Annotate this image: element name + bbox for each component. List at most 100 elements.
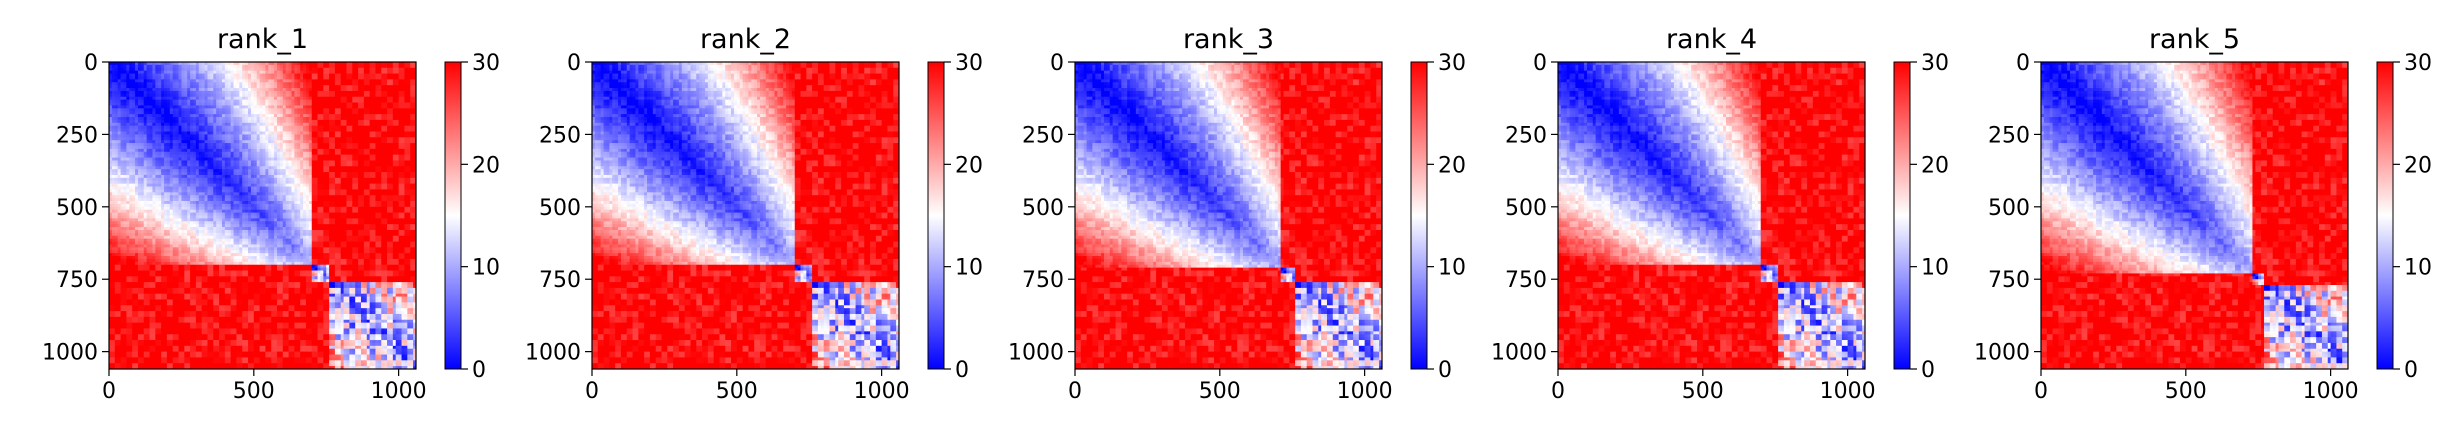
heatmap-cell <box>118 65 121 68</box>
heatmap-cell <box>248 123 251 126</box>
heatmap-cell <box>187 71 190 74</box>
heatmap-cell <box>184 68 187 71</box>
heatmap-cell <box>118 85 121 88</box>
heatmap-cell <box>190 137 193 140</box>
heatmap-cell <box>129 103 132 106</box>
heatmap-cell <box>315 149 318 152</box>
heatmap-cell <box>291 146 294 149</box>
heatmap-cell <box>344 143 347 146</box>
heatmap-cell <box>155 117 158 120</box>
heatmap-cell <box>361 88 364 91</box>
heatmap-cell <box>268 105 271 108</box>
heatmap-cell <box>248 88 251 91</box>
heatmap-cell <box>341 120 344 123</box>
heatmap-cell <box>367 132 370 135</box>
heatmap-cell <box>115 140 118 143</box>
heatmap-cell <box>173 65 176 68</box>
heatmap-cell <box>352 149 355 152</box>
heatmap-cell <box>346 71 349 74</box>
heatmap-cell <box>358 100 361 103</box>
heatmap-cell <box>407 123 410 126</box>
heatmap-cell <box>181 152 184 155</box>
heatmap-cell <box>184 111 187 114</box>
heatmap-cell <box>361 143 364 146</box>
heatmap-cell <box>179 143 182 146</box>
heatmap-cell <box>300 134 303 137</box>
heatmap-cell <box>123 68 126 71</box>
heatmap-cell <box>179 114 182 117</box>
heatmap-cell <box>129 65 132 68</box>
heatmap-cell <box>341 123 344 126</box>
heatmap-cell <box>410 140 413 143</box>
heatmap-cell <box>410 137 413 140</box>
heatmap-cell <box>358 126 361 129</box>
heatmap-cell <box>234 146 237 149</box>
heatmap-cell <box>144 129 147 132</box>
heatmap-cell <box>260 143 263 146</box>
heatmap-cell <box>320 149 323 152</box>
heatmap-cell <box>257 82 260 85</box>
heatmap-cell <box>329 111 332 114</box>
heatmap-cell <box>228 140 231 143</box>
heatmap-cell <box>219 114 222 117</box>
heatmap-cell <box>228 126 231 129</box>
heatmap-cell <box>390 149 393 152</box>
heatmap-cell <box>236 140 239 143</box>
heatmap-cell <box>263 103 266 106</box>
heatmap-cell <box>260 74 263 77</box>
heatmap-cell <box>280 82 283 85</box>
heatmap-cell <box>338 85 341 88</box>
heatmap-cell <box>352 140 355 143</box>
heatmap-cell <box>390 97 393 100</box>
heatmap-cell <box>155 137 158 140</box>
heatmap-cell <box>219 111 222 114</box>
heatmap-cell <box>219 129 222 132</box>
heatmap-cell <box>286 126 289 129</box>
heatmap-cell <box>234 129 237 132</box>
heatmap-cell <box>121 149 124 152</box>
heatmap-cell <box>213 108 216 111</box>
heatmap-cell <box>257 76 260 79</box>
heatmap-cell <box>144 97 147 100</box>
heatmap-cell <box>196 71 199 74</box>
heatmap-cell <box>144 74 147 77</box>
heatmap-cell <box>361 114 364 117</box>
heatmap-cell <box>373 94 376 97</box>
heatmap-cell <box>390 68 393 71</box>
heatmap-cell <box>315 120 318 123</box>
heatmap-cell <box>225 88 228 91</box>
heatmap-cell <box>179 74 182 77</box>
heatmap-cell <box>352 91 355 94</box>
heatmap-cell <box>361 79 364 82</box>
heatmap-cell <box>277 100 280 103</box>
heatmap-cell <box>126 149 129 152</box>
heatmap-cell <box>323 134 326 137</box>
heatmap-cell <box>152 126 155 129</box>
heatmap-cell <box>303 149 306 152</box>
heatmap-cell <box>375 134 378 137</box>
heatmap-cell <box>129 97 132 100</box>
heatmap-cell <box>312 114 315 117</box>
heatmap-cell <box>205 82 208 85</box>
heatmap-cell <box>248 132 251 135</box>
heatmap-cell <box>135 108 138 111</box>
heatmap-cell <box>312 97 315 100</box>
heatmap-cell <box>112 140 115 143</box>
heatmap-cell <box>329 155 332 158</box>
heatmap-cell <box>263 143 266 146</box>
heatmap-cell <box>344 65 347 68</box>
heatmap-cell <box>286 129 289 132</box>
heatmap-cell <box>138 91 141 94</box>
heatmap-cell <box>118 123 121 126</box>
heatmap-cell <box>173 111 176 114</box>
heatmap-cell <box>289 129 292 132</box>
heatmap-cell <box>150 117 153 120</box>
heatmap-cell <box>306 120 309 123</box>
heatmap-cell <box>326 114 329 117</box>
heatmap-cell <box>173 108 176 111</box>
heatmap-cell <box>207 94 210 97</box>
heatmap-cell <box>236 105 239 108</box>
heatmap-cell <box>402 74 405 77</box>
heatmap-cell <box>289 143 292 146</box>
heatmap-cell <box>312 123 315 126</box>
